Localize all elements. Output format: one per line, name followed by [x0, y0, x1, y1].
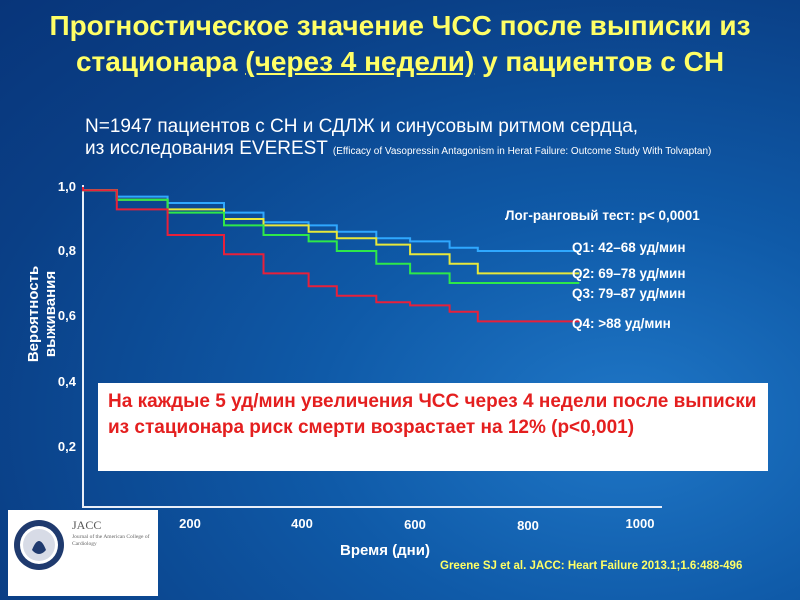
x-tick-label: 400: [291, 516, 313, 531]
x-tick-label: 800: [517, 518, 539, 533]
y-tick-label: 0,2: [57, 439, 76, 454]
subtitle-small: (Efficacy of Vasopressin Antagonism in H…: [332, 146, 712, 157]
title-part1: Прогностическое значение ЧСС после выпис…: [49, 10, 751, 77]
slide-title: Прогностическое значение ЧСС после выпис…: [0, 8, 800, 80]
citation: Greene SJ et al. JACC: Heart Failure 201…: [440, 560, 743, 572]
series-line-q3: [82, 187, 580, 284]
x-axis-label: Время (дни): [340, 542, 430, 559]
x-tick-label: 1000: [625, 516, 655, 531]
series-label-q1: Q1: 42–68 уд/мин: [572, 240, 686, 255]
slide-subtitle: N=1947 пациентов с СН и СДЛЖ и синусовым…: [85, 116, 785, 163]
title-underlined: (через 4 недели): [245, 46, 475, 77]
journal-subtitle: Journal of the American College of Cardi…: [72, 534, 150, 547]
seal-icon: [14, 520, 64, 570]
series-line-q1: [82, 187, 580, 252]
journal-name: JACC: [72, 518, 102, 532]
x-tick-label: 200: [179, 516, 201, 531]
series-label-q4: Q4: >88 уд/мин: [572, 316, 671, 331]
y-tick-label: 0,6: [57, 308, 76, 323]
series-line-q4: [82, 187, 580, 323]
title-part2: у пациентов с СН: [474, 46, 725, 77]
subtitle-line2: из исследования EVEREST: [85, 138, 333, 159]
y-tick-label: 0,4: [57, 374, 76, 389]
subtitle-line1: N=1947 пациентов с СН и СДЛЖ и синусовым…: [85, 116, 639, 137]
y-tick-label: 1,0: [57, 179, 76, 194]
logrank-text: Лог-ранговый тест: p< 0,0001: [505, 208, 700, 223]
y-axis-line: [82, 185, 84, 507]
series-label-q3: Q3: 79–87 уд/мин: [572, 286, 686, 301]
series-label-q2: Q2: 69–78 уд/мин: [572, 266, 686, 281]
x-axis-line: [82, 506, 662, 508]
x-tick-label: 600: [404, 517, 426, 532]
y-tick-label: 0,8: [57, 243, 76, 258]
callout-box: На каждые 5 уд/мин увеличения ЧСС через …: [98, 383, 768, 471]
jacc-logo: JACC Journal of the American College of …: [8, 510, 158, 596]
